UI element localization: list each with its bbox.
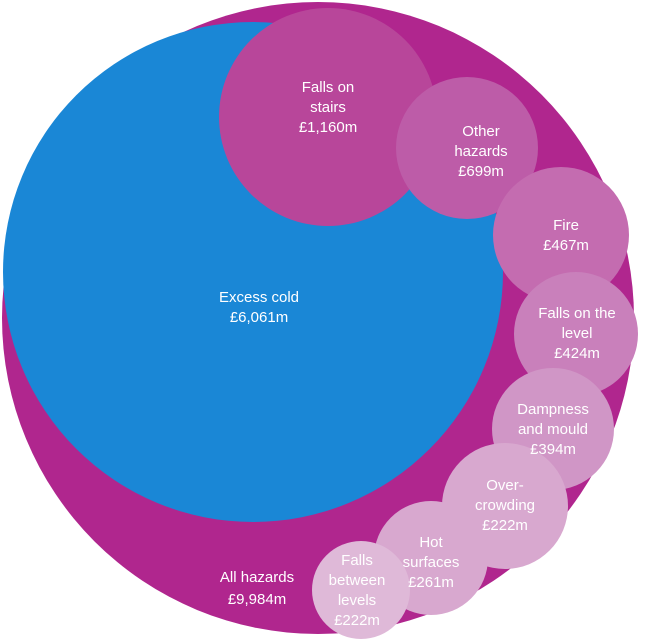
bubble-fire-label-line: £467m — [543, 237, 589, 254]
bubble-excess-cold-label-line: £6,061m — [230, 309, 288, 326]
bubble-over-crowding-label-line: Over- — [486, 477, 524, 494]
bubble-dampness-and-mould-label-line: and mould — [518, 421, 588, 438]
bubble-hot-surfaces-label-line: Hot — [419, 534, 443, 551]
bubble-other-hazards-label-line: £699m — [458, 163, 504, 180]
bubble-other-hazards-label-line: hazards — [454, 143, 507, 160]
bubble-over-crowding-label-line: crowding — [475, 497, 535, 514]
bubble-other-hazards-label-line: Other — [462, 123, 500, 140]
bubble-falls-on-the-level-label-line: Falls on the — [538, 305, 616, 322]
bubble-excess-cold-label-line: Excess cold — [219, 289, 299, 306]
bubble-all-hazards-label-line: £9,984m — [228, 591, 286, 608]
bubble-falls-on-the-level-label-line: level — [562, 325, 593, 342]
bubble-falls-between-levels-label-line: £222m — [334, 612, 380, 629]
bubble-dampness-and-mould-label-line: Dampness — [517, 401, 589, 418]
bubble-fire — [493, 167, 629, 303]
bubble-falls-between-levels — [312, 541, 410, 639]
bubble-hot-surfaces-label-line: £261m — [408, 574, 454, 591]
bubble-falls-on-the-level-label-line: £424m — [554, 345, 600, 362]
bubble-over-crowding-label-line: £222m — [482, 517, 528, 534]
bubble-fire-label-line: Fire — [553, 217, 579, 234]
bubble-other-hazards — [396, 77, 538, 219]
bubble-falls-between-levels-label-line: between — [329, 572, 386, 589]
bubble-hot-surfaces-label-line: surfaces — [403, 554, 460, 571]
bubble-falls-on-stairs-label-line: Falls on — [302, 79, 355, 96]
bubble-falls-on-stairs-label-line: stairs — [310, 99, 346, 116]
bubble-falls-on-stairs — [219, 8, 437, 226]
bubble-dampness-and-mould-label-line: £394m — [530, 441, 576, 458]
bubble-all-hazards-label-line: All hazards — [220, 569, 294, 586]
bubble-falls-between-levels-label-line: Falls — [341, 552, 373, 569]
bubble-falls-between-levels-label-line: levels — [338, 592, 376, 609]
bubble-falls-on-the-level — [514, 272, 638, 396]
bubble-falls-on-stairs-label-line: £1,160m — [299, 119, 357, 136]
